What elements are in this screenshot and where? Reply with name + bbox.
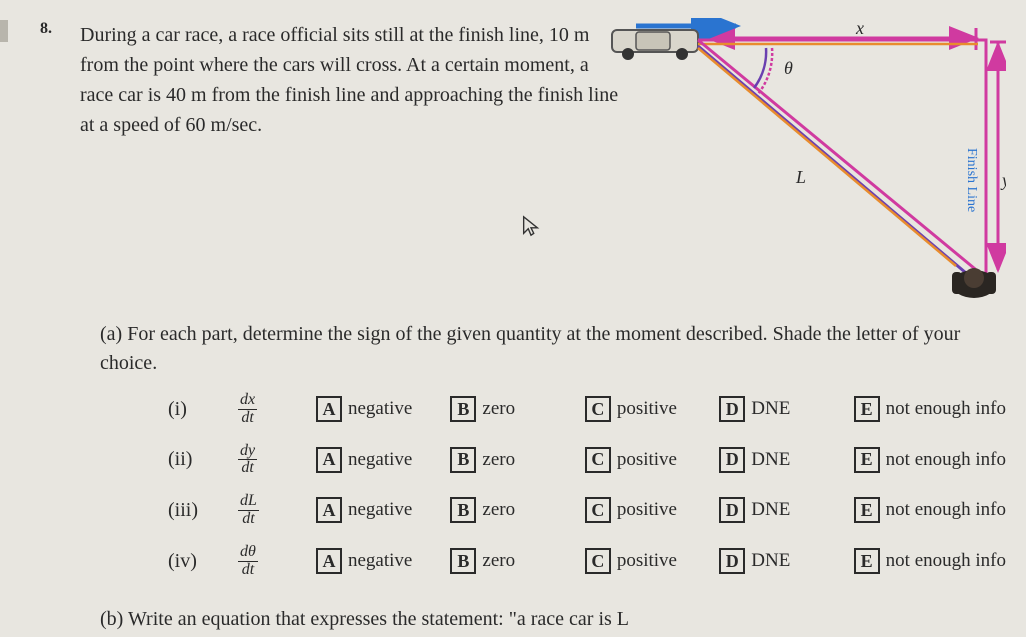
choice-label: DNE — [751, 550, 790, 572]
choice-box: E — [854, 396, 880, 422]
problem-number: 8. — [40, 20, 60, 140]
choice-box: A — [316, 447, 342, 473]
choice-box: D — [719, 548, 745, 574]
part-a-text: (a) For each part, determine the sign of… — [100, 320, 1006, 378]
y-label: y — [1000, 170, 1006, 190]
choice-label: negative — [348, 499, 412, 521]
choice-b[interactable]: Bzero — [450, 497, 576, 523]
row-expression: dxdt — [238, 392, 308, 427]
cursor-icon — [520, 215, 542, 243]
choice-a[interactable]: Anegative — [316, 548, 442, 574]
choice-box: E — [854, 447, 880, 473]
choice-label: not enough info — [886, 398, 1006, 420]
part-b-marker: (b) — [100, 608, 123, 630]
choice-label: negative — [348, 449, 412, 471]
choice-c[interactable]: Cpositive — [585, 497, 711, 523]
theta-label: θ — [784, 58, 793, 78]
part-b-body: Write an equation that expresses the sta… — [128, 608, 629, 630]
official-icon — [952, 268, 996, 298]
row-roman: (iv) — [160, 550, 230, 573]
choice-e[interactable]: Enot enough info — [854, 447, 1006, 473]
choice-label: DNE — [751, 449, 790, 471]
choice-e[interactable]: Enot enough info — [854, 396, 1006, 422]
choice-c[interactable]: Cpositive — [585, 548, 711, 574]
svg-text:Finish Line: Finish Line — [964, 148, 979, 212]
choice-d[interactable]: D DNE — [719, 396, 845, 422]
choice-d[interactable]: D DNE — [719, 548, 845, 574]
choice-box: C — [585, 497, 611, 523]
choice-b[interactable]: Bzero — [450, 548, 576, 574]
choice-box: B — [450, 447, 476, 473]
choice-box: C — [585, 396, 611, 422]
choice-label: zero — [482, 398, 515, 420]
choice-box: D — [719, 447, 745, 473]
choice-box: B — [450, 548, 476, 574]
choice-label: not enough info — [886, 449, 1006, 471]
choice-label: not enough info — [886, 499, 1006, 521]
page: 8. During a car race, a race official si… — [0, 0, 1026, 637]
part-a-body: For each part, determine the sign of the… — [100, 323, 960, 374]
row-roman: (ii) — [160, 448, 230, 471]
race-diagram: Finish Line x θ L y — [606, 18, 1006, 308]
choice-label: negative — [348, 550, 412, 572]
choice-box: E — [854, 548, 880, 574]
choice-label: DNE — [751, 499, 790, 521]
choice-label: DNE — [751, 398, 790, 420]
row-expression: dydt — [238, 443, 308, 478]
choice-box: E — [854, 497, 880, 523]
choice-label: positive — [617, 499, 677, 521]
x-label: x — [855, 18, 864, 38]
choice-b[interactable]: Bzero — [450, 396, 576, 422]
part-b: (b) Write an equation that expresses the… — [100, 608, 1006, 631]
choice-a[interactable]: Anegative — [316, 396, 442, 422]
choice-label: positive — [617, 449, 677, 471]
choice-box: A — [316, 396, 342, 422]
choice-e[interactable]: Enot enough info — [854, 497, 1006, 523]
choice-label: positive — [617, 398, 677, 420]
choice-label: zero — [482, 550, 515, 572]
choice-label: zero — [482, 449, 515, 471]
row-roman: (i) — [160, 398, 230, 421]
choice-b[interactable]: Bzero — [450, 447, 576, 473]
choice-label: negative — [348, 398, 412, 420]
choice-a[interactable]: Anegative — [316, 447, 442, 473]
options-table: (i) dxdt Anegative Bzero Cpositive D DNE Enot e… — [160, 392, 1006, 578]
choice-a[interactable]: Anegative — [316, 497, 442, 523]
part-a-marker: (a) — [100, 323, 122, 345]
choice-box: C — [585, 548, 611, 574]
L-label: L — [795, 167, 806, 187]
choice-box: A — [316, 548, 342, 574]
problem-text: During a car race, a race official sits … — [80, 20, 620, 140]
choice-box: C — [585, 447, 611, 473]
choice-box: D — [719, 497, 745, 523]
choice-box: B — [450, 497, 476, 523]
choice-label: not enough info — [886, 550, 1006, 572]
choice-label: positive — [617, 550, 677, 572]
choice-label: zero — [482, 499, 515, 521]
row-roman: (iii) — [160, 499, 230, 522]
part-a: (a) For each part, determine the sign of… — [100, 320, 1006, 578]
row-expression: dθdt — [238, 544, 308, 579]
left-margin-bar — [0, 20, 8, 42]
choice-d[interactable]: D DNE — [719, 497, 845, 523]
car-icon — [612, 30, 698, 60]
choice-e[interactable]: Enot enough info — [854, 548, 1006, 574]
choice-d[interactable]: D DNE — [719, 447, 845, 473]
choice-box: D — [719, 396, 745, 422]
row-expression: dLdt — [238, 493, 308, 528]
choice-box: A — [316, 497, 342, 523]
choice-c[interactable]: Cpositive — [585, 396, 711, 422]
choice-box: B — [450, 396, 476, 422]
choice-c[interactable]: Cpositive — [585, 447, 711, 473]
